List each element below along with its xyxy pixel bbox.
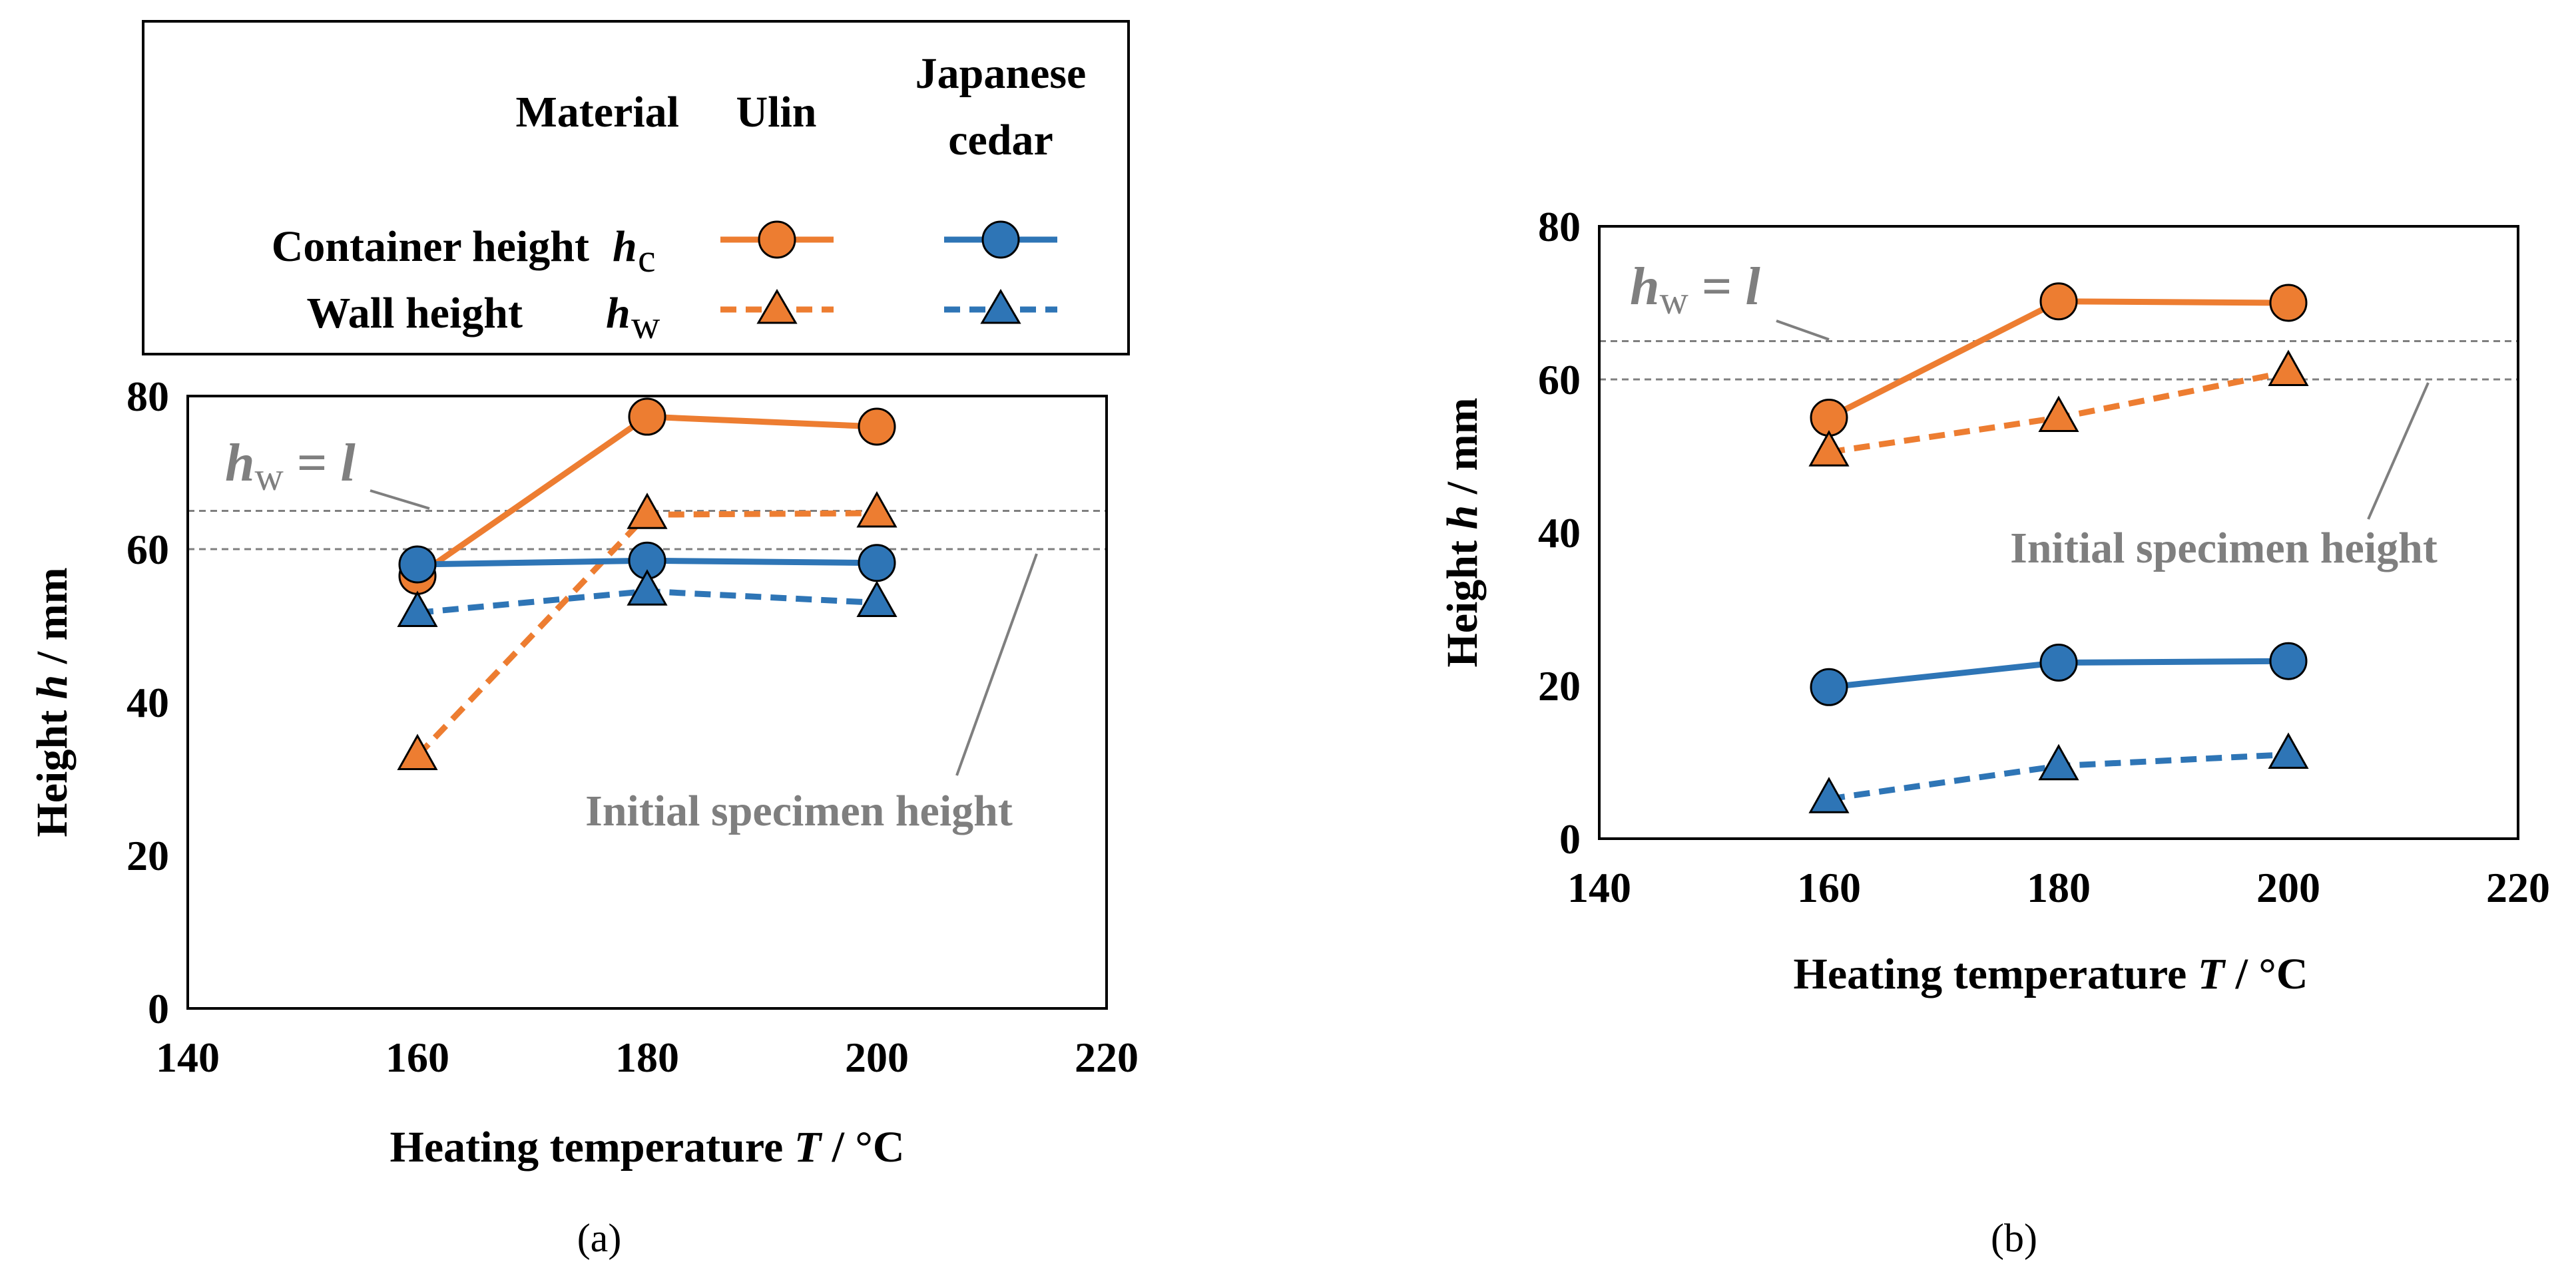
- legend-marker-ulin-wall: [720, 289, 834, 324]
- chart-a-x-axis-label: Heating temperature T / °C: [389, 1123, 904, 1171]
- legend-header-material: Material: [515, 88, 679, 136]
- chart-b-y-ticks: 0 20 40 60 80: [1538, 203, 1581, 863]
- chart-a-ref-hw-l: l: [340, 434, 356, 493]
- chart-a-x-tick-label: 220: [1075, 1034, 1139, 1081]
- legend-row-container-symbol: h: [613, 222, 637, 271]
- chart-a-point-ulin-wall: [627, 493, 668, 529]
- chart-a-caption: (a): [577, 1216, 622, 1260]
- chart-a-y-tick-label: 0: [148, 985, 169, 1032]
- chart-b-x-tick-label: 220: [2486, 864, 2550, 911]
- chart-a-point-cedar-container: [858, 544, 896, 582]
- chart-a-ref-hw-eq: =: [284, 434, 341, 493]
- chart-a-ref-initial-leader: [955, 553, 1038, 776]
- chart-a-y-axis-label: Height h / mm: [28, 567, 77, 837]
- chart-b-ref-hw-symbol: h: [1630, 258, 1660, 316]
- legend-row-wall-label: Wall height: [306, 289, 523, 337]
- legend: Material Ulin Japanese cedar Container h…: [142, 20, 1130, 355]
- chart-a: 140 160 180 200 220 0 20 40 60 80 hw = l Initial…: [28, 373, 1139, 1260]
- chart-b-point-cedar-wall: [2038, 744, 2079, 781]
- chart-a-point-ulin-container: [628, 397, 666, 436]
- chart-b-ref-hw-l-label: hw = l: [1630, 258, 1760, 322]
- chart-a-point-ulin-wall: [856, 491, 898, 528]
- chart-a-plot-frame: [186, 395, 1108, 1010]
- chart-a-point-cedar-wall: [397, 590, 438, 627]
- chart-b-x-tick-label: 140: [1567, 864, 1631, 911]
- chart-a-y-tick-label: 40: [127, 679, 169, 726]
- chart-b-markers: [1808, 282, 2309, 813]
- legend-header-cedar-line2: cedar: [948, 116, 1053, 164]
- chart-a-point-cedar-wall: [627, 569, 668, 606]
- chart-a-ref-hw-symbol: h: [225, 434, 255, 493]
- chart-a-point-cedar-wall: [856, 580, 898, 617]
- chart-b-point-cedar-container: [2039, 644, 2078, 682]
- chart-a-ref-hw-sub: w: [255, 455, 284, 499]
- chart-b-ref-hw-leader: [1776, 319, 1830, 341]
- legend-row-container-sub: c: [638, 236, 656, 280]
- legend-row-wall-symbol: h: [606, 289, 631, 337]
- chart-b-x-tick-label: 160: [1797, 864, 1861, 911]
- legend-header-cedar-line1: Japanese: [915, 49, 1087, 98]
- chart-b-x-axis-label: Heating temperature T / °C: [1793, 950, 2308, 998]
- chart-b-ref-hw-sub: w: [1660, 278, 1689, 322]
- chart-b-reference-lines: [1599, 340, 2518, 381]
- chart-b-y-tick-label: 20: [1538, 662, 1581, 710]
- chart-a-point-ulin-container: [858, 407, 896, 446]
- chart-a-y-tick-label: 80: [127, 373, 169, 420]
- legend-row-wall-sub: w: [631, 303, 660, 347]
- chart-b-point-ulin-container: [2039, 282, 2078, 321]
- legend-header-ulin: Ulin: [736, 88, 816, 136]
- chart-a-ref-hw-leader: [370, 489, 430, 510]
- chart-b: 140 160 180 200 220 0 20 40 60 80 hw = l Initial…: [1438, 203, 2550, 1260]
- chart-b-y-tick-label: 80: [1538, 203, 1581, 250]
- chart-b-point-ulin-wall: [2038, 395, 2079, 432]
- chart-b-y-tick-label: 40: [1538, 509, 1581, 556]
- chart-b-x-tick-label: 180: [2027, 864, 2091, 911]
- legend-box: [142, 20, 1130, 355]
- chart-a-x-tick-label: 180: [615, 1034, 679, 1081]
- chart-b-point-ulin-wall: [2268, 349, 2309, 386]
- chart-a-y-ticks: 0 20 40 60 80: [127, 373, 169, 1032]
- chart-b-y-tick-label: 60: [1538, 356, 1581, 403]
- chart-b-ref-hw-l: l: [1745, 258, 1760, 316]
- chart-b-point-ulin-container: [2269, 284, 2308, 322]
- chart-a-x-ticks: 140 160 180 200 220: [156, 1034, 1139, 1081]
- chart-b-point-cedar-container: [1810, 668, 1848, 706]
- chart-b-caption: (b): [1991, 1216, 2037, 1260]
- chart-a-x-tick-label: 160: [386, 1034, 449, 1081]
- chart-a-x-tick-label: 140: [156, 1034, 220, 1081]
- chart-a-ref-hw-l-label: hw = l: [225, 434, 356, 499]
- legend-marker-ulin-container: [720, 220, 834, 259]
- chart-a-x-tick-label: 200: [845, 1034, 909, 1081]
- chart-a-markers: [397, 397, 898, 770]
- chart-b-ref-initial-label: Initial specimen height: [2010, 524, 2438, 572]
- chart-b-point-ulin-wall: [1808, 430, 1850, 467]
- chart-b-plot-frame: [1598, 225, 2519, 840]
- chart-a-y-tick-label: 60: [127, 526, 169, 573]
- chart-b-y-tick-label: 0: [1559, 815, 1581, 863]
- chart-a-ref-initial-label: Initial specimen height: [585, 787, 1013, 835]
- chart-b-point-cedar-container: [2269, 642, 2308, 680]
- chart-b-ref-initial-leader: [2367, 382, 2430, 520]
- chart-b-ref-hw-eq: =: [1688, 258, 1746, 316]
- chart-b-point-cedar-wall: [2268, 732, 2309, 769]
- chart-b-x-tick-label: 200: [2256, 864, 2320, 911]
- legend-row-container-label: Container height: [272, 222, 589, 271]
- chart-b-point-cedar-wall: [1808, 777, 1850, 813]
- chart-b-y-axis-label: Height h / mm: [1438, 397, 1487, 667]
- legend-marker-cedar-wall: [944, 289, 1057, 324]
- chart-a-point-ulin-wall: [397, 734, 438, 770]
- legend-marker-cedar-container: [944, 220, 1057, 259]
- chart-b-x-ticks: 140 160 180 200 220: [1567, 864, 2550, 911]
- chart-a-y-tick-label: 20: [127, 832, 169, 879]
- chart-a-point-cedar-container: [398, 545, 437, 584]
